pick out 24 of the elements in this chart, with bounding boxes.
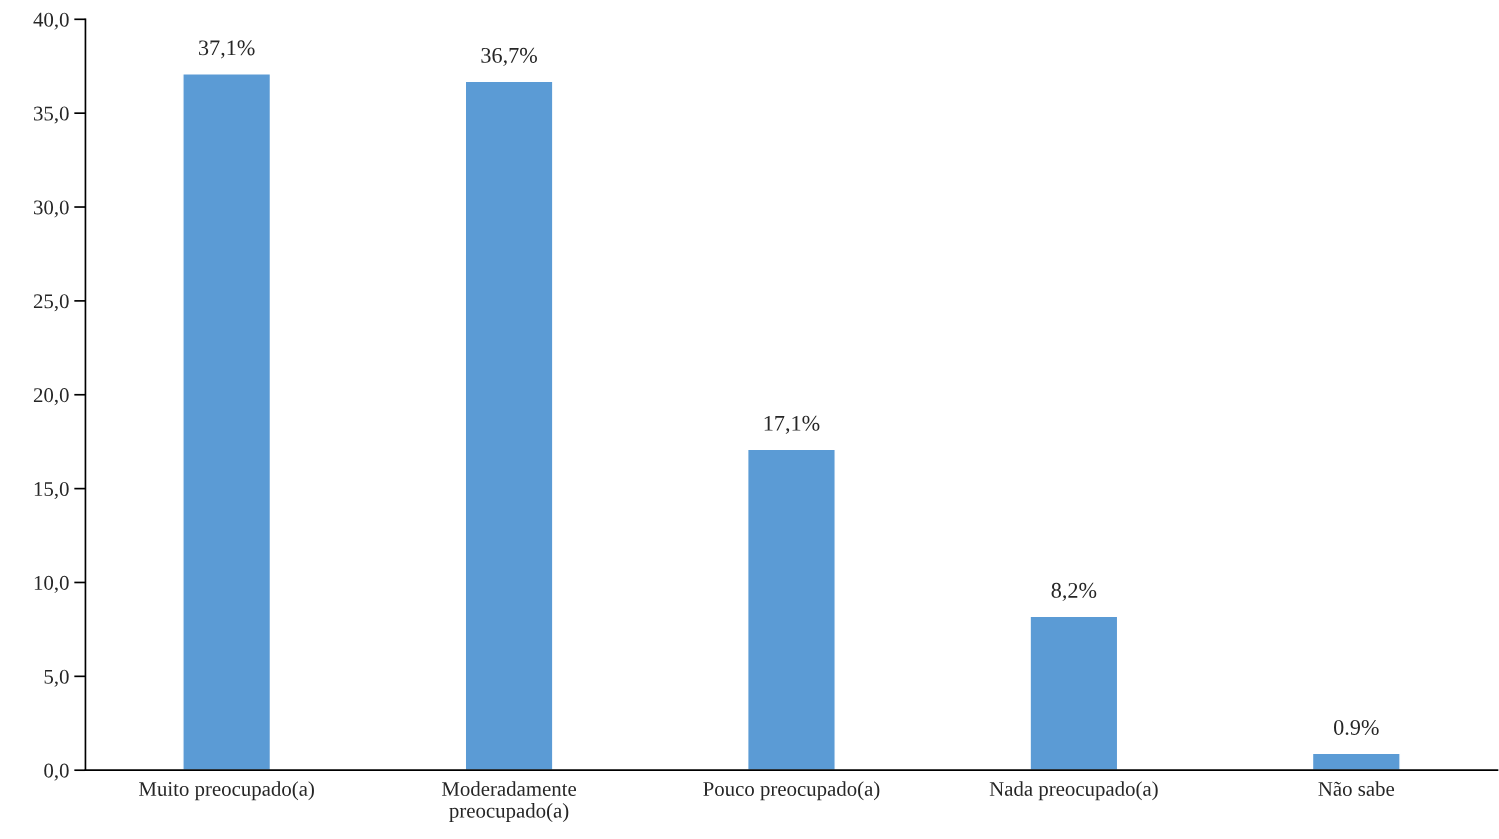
data-label: 17,1%: [764, 415, 820, 434]
bar: [1311, 752, 1401, 771]
x-tick-label: Não sabe: [1318, 781, 1395, 796]
x-tick-label: Nada preocupado(a): [989, 781, 1158, 801]
bar: [464, 80, 554, 771]
data-label: 37,1%: [199, 40, 255, 59]
y-tick-label: 5,0: [44, 669, 69, 687]
y-tick-label: 25,0: [33, 294, 69, 312]
y-tick-label: 40,0: [33, 12, 69, 30]
y-tick-label: 35,0: [34, 106, 69, 124]
x-tick-label: Pouco preocupado(a): [703, 781, 880, 801]
x-tick-label: Moderadamente preocupado(a): [441, 781, 577, 822]
bar: [182, 73, 272, 771]
data-label: 0.9%: [1334, 719, 1379, 735]
bar: [747, 448, 836, 771]
data-label: 36,7%: [481, 47, 537, 67]
y-tick-label: 0,0: [44, 763, 69, 781]
y-tick-label: 10,0: [34, 575, 69, 593]
bar: [1029, 615, 1119, 771]
y-tick-label: 15,0: [34, 481, 69, 500]
data-label: 8,2%: [1051, 582, 1097, 602]
x-tick-label: Muito preocupado(a): [139, 781, 314, 801]
y-tick-label: 30,0: [34, 200, 69, 218]
y-tick-label: 20,0: [33, 388, 69, 406]
